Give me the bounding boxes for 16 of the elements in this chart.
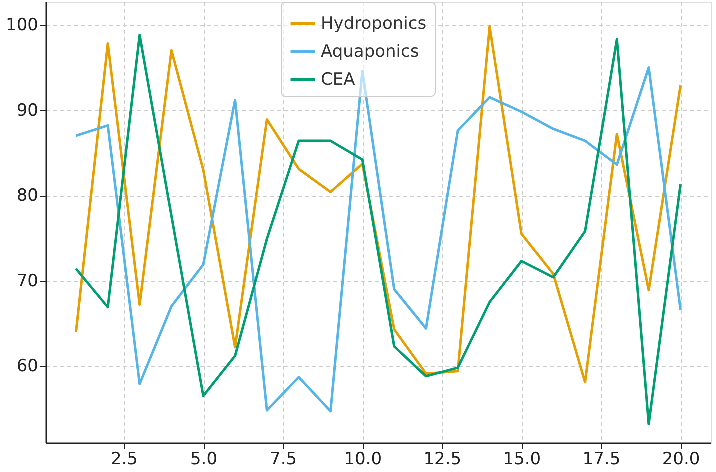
x-tick-label: 2.5 <box>110 450 138 470</box>
y-tick-label: 90 <box>16 100 38 121</box>
x-tick-label: 7.5 <box>270 450 298 470</box>
legend-label: Hydroponics <box>321 14 427 34</box>
x-tick-label: 15.0 <box>503 450 542 470</box>
y-tick-label: 70 <box>16 271 38 292</box>
x-tick-label: 12.5 <box>424 450 462 470</box>
x-tick-label: 10.0 <box>344 450 382 470</box>
x-tick-label: 5.0 <box>190 450 218 470</box>
y-tick-label: 100 <box>6 16 38 36</box>
x-tick-label: 20.0 <box>662 450 700 470</box>
legend-label: CEA <box>321 70 356 90</box>
legend-label: Aquaponics <box>321 42 420 62</box>
y-tick-label: 80 <box>16 186 38 206</box>
x-tick-label: 17.5 <box>582 450 621 470</box>
y-tick-label: 60 <box>16 356 38 377</box>
